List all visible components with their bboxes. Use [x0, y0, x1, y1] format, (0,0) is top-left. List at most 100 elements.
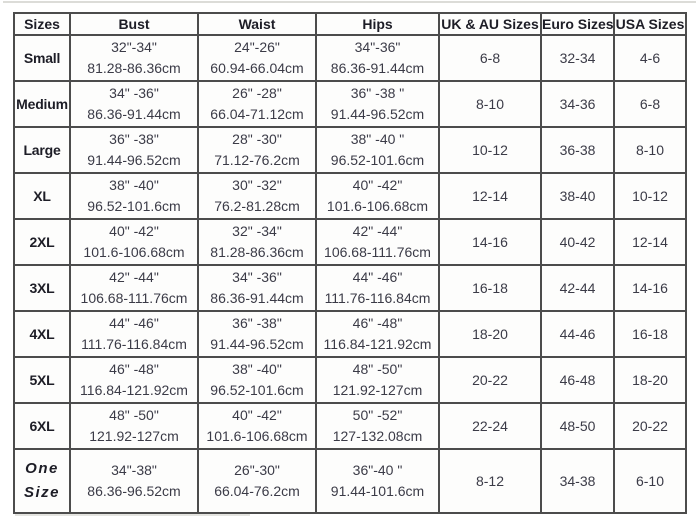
hips-inches: 46" -48" [352, 315, 403, 331]
bust-cell: 48" -50" 121.92-127cm [69, 402, 199, 450]
euro-size-cell: 44-46 [540, 310, 615, 358]
size-label: Large [13, 126, 71, 174]
waist-cell: 26"-30" 66.04-76.2cm [197, 448, 317, 514]
size-label: XL [13, 172, 71, 220]
usa-size-cell: 14-16 [613, 264, 687, 312]
uk-au-size-cell: 22-24 [438, 402, 542, 450]
scan-artifact-line [3, 1, 696, 3]
waist-cell: 26" -28" 66.04-71.12cm [197, 80, 317, 128]
waist-cm: 76.2-81.28cm [214, 198, 300, 214]
waist-inches: 38" -40" [232, 361, 282, 377]
bust-cell: 46" -48" 116.84-121.92cm [69, 356, 199, 404]
hips-cm: 86.36-91.44cm [330, 60, 425, 76]
euro-size-cell: 34-38 [540, 448, 615, 514]
hips-cell: 46" -48" 116.84-121.92cm [315, 310, 440, 358]
bust-cm: 101.6-106.68cm [83, 244, 185, 260]
waist-cm: 81.28-86.36cm [210, 244, 304, 260]
waist-cell: 32" -34" 81.28-86.36cm [197, 218, 317, 266]
hips-cell: 44" -46" 111.76-116.84cm [315, 264, 440, 312]
column-header-bust: Bust [69, 12, 199, 36]
hips-cell: 40" -42" 101.6-106.68cm [315, 172, 440, 220]
bust-cell: 38" -40" 96.52-101.6cm [69, 172, 199, 220]
euro-size-cell: 48-50 [540, 402, 615, 450]
size-label: Small [13, 34, 71, 82]
header-row: Sizes Bust Waist Hips UK & AU Sizes Euro… [13, 12, 687, 36]
table-row-5xl: 5XL 46" -48" 116.84-121.92cm 38" -40" 96.5… [13, 356, 687, 404]
hips-cm: 111.76-116.84cm [324, 290, 431, 306]
euro-size-cell: 36-38 [540, 126, 615, 174]
hips-inches: 44" -46" [352, 269, 403, 285]
euro-size-cell: 32-34 [540, 34, 615, 82]
bust-cm: 81.28-86.36cm [87, 60, 181, 76]
size-label: 2XL [13, 218, 71, 266]
waist-cell: 36" -38" 91.44-96.52cm [197, 310, 317, 358]
usa-size-cell: 6-8 [613, 80, 687, 128]
column-header-sizes: Sizes [13, 12, 71, 36]
waist-cell: 38" -40" 96.52-101.6cm [197, 356, 317, 404]
hips-cm: 106.68-111.76cm [324, 244, 431, 260]
waist-cm: 101.6-106.68cm [206, 428, 308, 444]
table-row-3xl: 3XL 42" -44" 106.68-111.76cm 34" -36" 86.3… [13, 264, 687, 312]
table-row-one-size: One Size 34"-38" 86.36-96.52cm 26"-30" 66.… [13, 448, 687, 514]
euro-size-cell: 40-42 [540, 218, 615, 266]
waist-cm: 71.12-76.2cm [214, 152, 300, 168]
waist-cm: 66.04-71.12cm [210, 106, 304, 122]
hips-cell: 38" -40 " 96.52-101.6cm [315, 126, 440, 174]
hips-cm: 121.92-127cm [332, 382, 423, 398]
waist-cm: 96.52-101.6cm [210, 382, 304, 398]
bust-inches: 44" -46" [109, 315, 159, 331]
euro-size-cell: 42-44 [540, 264, 615, 312]
waist-inches: 24"-26" [234, 39, 280, 55]
bust-cm: 121.92-127cm [89, 428, 179, 444]
hips-inches: 36" -38 " [350, 85, 405, 101]
column-header-usa: USA Sizes [613, 12, 687, 36]
bust-cell: 40" -42" 101.6-106.68cm [69, 218, 199, 266]
usa-size-cell: 4-6 [613, 34, 687, 82]
waist-inches: 32" -34" [232, 223, 282, 239]
bust-cm: 86.36-96.52cm [87, 483, 181, 499]
bust-inches: 36" -38" [109, 131, 159, 147]
uk-au-size-cell: 12-14 [438, 172, 542, 220]
size-label: 6XL [13, 402, 71, 450]
waist-inches: 26"-30" [234, 462, 280, 478]
bust-cell: 44" -46" 111.76-116.84cm [69, 310, 199, 358]
size-label: 5XL [13, 356, 71, 404]
hips-cm: 116.84-121.92cm [323, 336, 432, 352]
waist-cm: 91.44-96.52cm [210, 336, 304, 352]
bust-inches: 38" -40" [109, 177, 159, 193]
waist-inches: 34" -36" [232, 269, 282, 285]
bust-cm: 96.52-101.6cm [87, 198, 181, 214]
waist-inches: 26" -28" [232, 85, 282, 101]
column-header-waist: Waist [197, 12, 317, 36]
bust-cell: 36" -38" 91.44-96.52cm [69, 126, 199, 174]
hips-inches: 36"-40 " [352, 462, 403, 478]
size-label: Medium [13, 80, 71, 128]
table-row-4xl: 4XL 44" -46" 111.76-116.84cm 36" -38" 91.4… [13, 310, 687, 358]
hips-cell: 34"-36" 86.36-91.44cm [315, 34, 440, 82]
bust-inches: 46" -48" [109, 361, 159, 377]
euro-size-cell: 34-36 [540, 80, 615, 128]
hips-cell: 48" -50" 121.92-127cm [315, 356, 440, 404]
bust-inches: 40" -42" [109, 223, 159, 239]
column-header-uk-au: UK & AU Sizes [438, 12, 542, 36]
hips-inches: 40" -42" [352, 177, 403, 193]
hips-cm: 101.6-106.68cm [326, 198, 429, 214]
column-header-euro: Euro Sizes [540, 12, 615, 36]
hips-inches: 50" -52" [352, 407, 403, 423]
hips-cell: 36" -38 " 91.44-96.52cm [315, 80, 440, 128]
waist-inches: 40" -42" [232, 407, 282, 423]
size-label: 3XL [13, 264, 71, 312]
hips-cm: 127-132.08cm [332, 428, 423, 444]
scan-artifact-smudge [15, 514, 250, 516]
hips-cm: 91.44-101.6cm [330, 483, 425, 499]
hips-cell: 42" -44" 106.68-111.76cm [315, 218, 440, 266]
waist-cm: 60.94-66.04cm [210, 60, 304, 76]
table-row-2xl: 2XL 40" -42" 101.6-106.68cm 32" -34" 81.28… [13, 218, 687, 266]
size-label: One Size [13, 448, 71, 514]
usa-size-cell: 18-20 [613, 356, 687, 404]
waist-cell: 40" -42" 101.6-106.68cm [197, 402, 317, 450]
column-header-hips: Hips [315, 12, 440, 36]
waist-cell: 28" -30" 71.12-76.2cm [197, 126, 317, 174]
uk-au-size-cell: 16-18 [438, 264, 542, 312]
